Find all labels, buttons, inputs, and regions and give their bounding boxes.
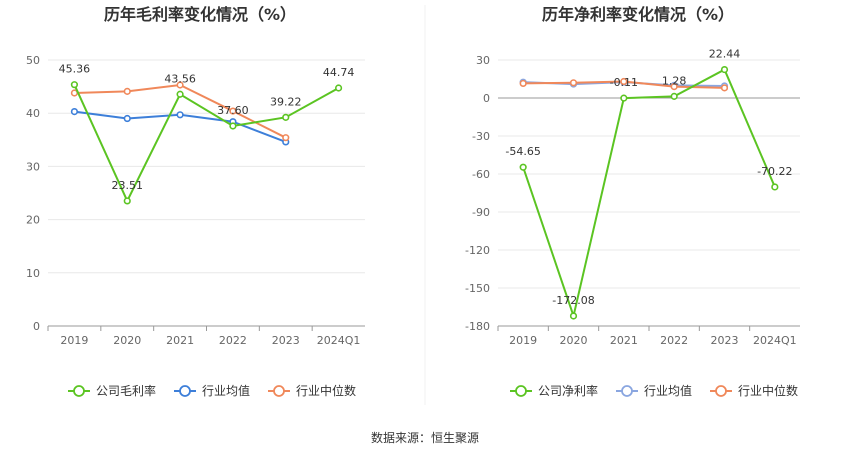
net-point (519, 79, 527, 88)
gross-series-line-0 (73, 84, 340, 204)
net-data-label: -54.65 (505, 145, 540, 158)
gross-y-tick: 30 (26, 160, 40, 173)
gross-legend-label: 行业均值 (202, 383, 250, 398)
gross-point (176, 90, 184, 98)
gross-data-label: 37.60 (217, 104, 249, 117)
gross-x-tick: 2019 (60, 334, 88, 347)
net-legend-swatch-marker (621, 385, 633, 397)
net-series-line-0 (522, 68, 776, 320)
net-point (670, 92, 678, 100)
gross-y-tick: 50 (26, 54, 40, 67)
gross-data-label: 39.22 (270, 95, 302, 108)
gross-point (229, 107, 237, 115)
net-x-tick: 2022 (660, 334, 688, 347)
net-point (620, 77, 628, 86)
net-legend-label: 行业均值 (644, 383, 692, 398)
gross-legend-swatch-marker (73, 385, 85, 397)
gross-x-tick: 2023 (272, 334, 300, 347)
gross-data-label: 45.36 (59, 63, 91, 76)
net-x-tick: 2023 (711, 334, 739, 347)
net-margin-chart: 历年净利率变化情况（%） 30 0 -30 -60 -90 -120 -150 -180 2019… (465, 5, 800, 398)
net-point (670, 82, 678, 91)
gross-legend-item: 行业均值 (174, 383, 250, 398)
net-x-tick: 2020 (560, 334, 588, 347)
net-legend-swatch-marker (515, 385, 527, 397)
net-point (569, 312, 578, 320)
net-data-label: -172.08 (552, 294, 594, 307)
gross-y-tick: 40 (26, 107, 40, 120)
net-legend-item: 公司净利率 (510, 383, 598, 398)
gross-point (123, 197, 131, 205)
net-y-tick: -60 (472, 168, 490, 181)
gross-legend-swatch-marker (273, 385, 285, 397)
net-y-tick: 30 (476, 54, 490, 67)
gross-chart-title: 历年毛利率变化情况（%） (104, 5, 296, 24)
gross-y-tick: 0 (33, 320, 40, 333)
gross-y-tick: 20 (26, 214, 40, 227)
net-data-label: -0.11 (610, 76, 638, 89)
gross-legend-item: 公司毛利率 (68, 383, 156, 398)
gross-x-tick: 2024Q1 (317, 334, 361, 347)
net-chart-title: 历年净利率变化情况（%） (542, 5, 734, 24)
net-y-tick: -120 (465, 244, 490, 257)
gross-point (282, 113, 290, 121)
gross-margin-chart: 历年毛利率变化情况（%） 0 10 20 30 40 50 2019 2020 2021 2022 2… (26, 5, 365, 398)
gross-point (229, 122, 237, 130)
net-data-label: 1.28 (662, 74, 687, 87)
gross-data-label: 23.51 (112, 179, 144, 192)
gross-point (123, 87, 131, 95)
gross-point (282, 134, 290, 142)
net-point (519, 163, 527, 171)
net-y-tick: -180 (465, 320, 490, 333)
net-legend-item: 行业中位数 (710, 383, 798, 398)
net-point (720, 84, 729, 92)
gross-data-label: 43.56 (164, 72, 196, 85)
gross-legend-swatch-marker (179, 385, 191, 397)
net-legend-item: 行业均值 (616, 383, 692, 398)
gross-point (123, 114, 131, 123)
net-point (720, 65, 729, 74)
net-x-tick: 2021 (610, 334, 638, 347)
gross-point (70, 108, 79, 116)
net-y-tick: -90 (472, 206, 490, 219)
net-data-label: 22.44 (709, 48, 741, 61)
gross-x-tick: 2021 (166, 334, 194, 347)
net-legend-swatch-marker (715, 385, 727, 397)
gross-legend-label: 行业中位数 (296, 383, 356, 398)
gross-legend-label: 公司毛利率 (96, 383, 156, 398)
gross-point (334, 84, 343, 92)
net-legend-label: 行业中位数 (738, 383, 798, 398)
gross-x-tick: 2020 (113, 334, 141, 347)
net-x-tick: 2019 (509, 334, 537, 347)
gross-point (176, 81, 184, 89)
net-y-tick: 0 (483, 92, 490, 105)
net-legend-label: 公司净利率 (538, 383, 598, 398)
net-point (569, 79, 578, 87)
gross-point (176, 111, 184, 119)
gross-legend-item: 行业中位数 (268, 383, 356, 398)
net-point (771, 183, 779, 191)
source-note: 数据来源：恒生聚源 (371, 430, 479, 445)
net-data-label: -70.22 (757, 165, 792, 178)
net-y-tick: -30 (472, 130, 490, 143)
net-y-tick: -150 (465, 282, 490, 295)
gross-data-label: 44.74 (323, 66, 355, 79)
net-x-tick: 2024Q1 (753, 334, 797, 347)
net-point (620, 94, 628, 102)
gross-x-tick: 2022 (219, 334, 247, 347)
gross-y-tick: 10 (26, 267, 40, 280)
gross-point (70, 81, 79, 89)
